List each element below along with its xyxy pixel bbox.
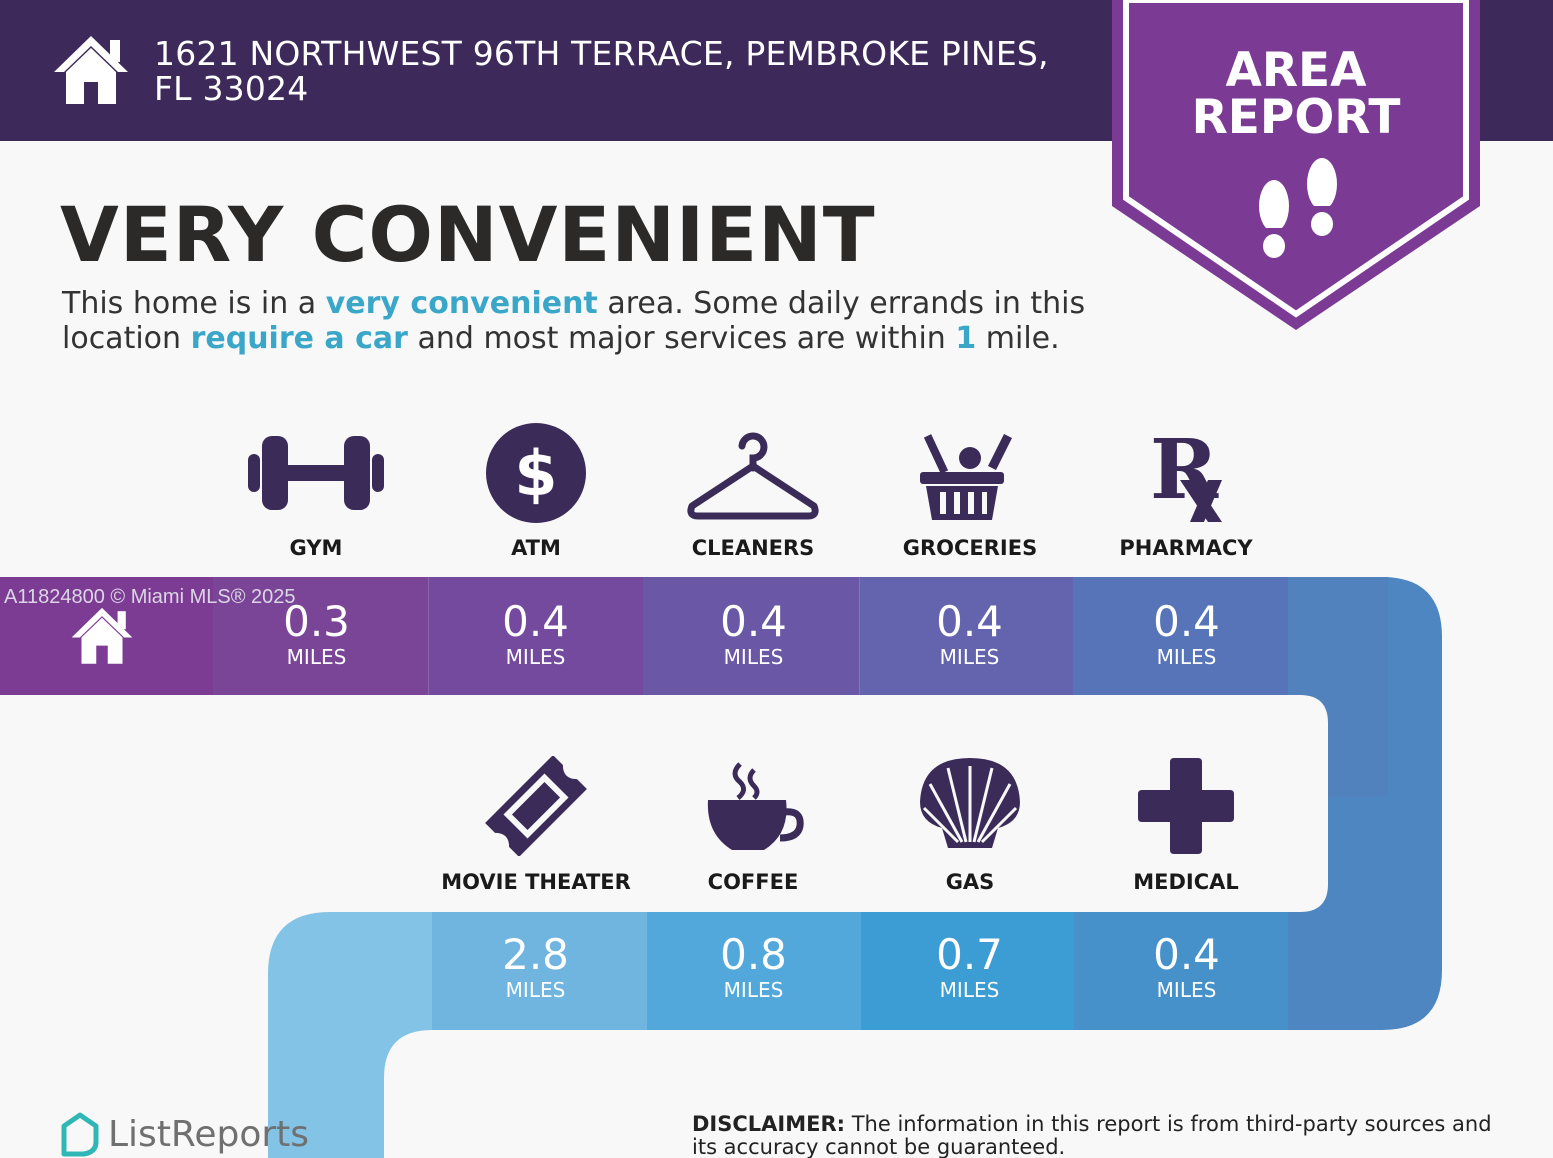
footprints-icon	[1256, 158, 1340, 258]
gas-distance: 0.7	[936, 930, 1003, 979]
listreports-logo-icon	[61, 1112, 99, 1157]
cross-icon	[1138, 758, 1234, 854]
groceries-distance: 0.4	[936, 597, 1003, 646]
atm-unit: MILES	[505, 645, 566, 669]
movie-theater-label: MOVIE THEATER	[441, 870, 631, 894]
groceries-segment	[859, 577, 1073, 695]
coffee-distance: 0.8	[720, 930, 787, 979]
gas-unit: MILES	[939, 978, 1000, 1002]
shell-icon	[920, 758, 1020, 848]
coffee-icon	[707, 762, 804, 850]
atm-distance: 0.4	[502, 597, 569, 646]
atm-label: ATM	[511, 536, 561, 560]
gas-segment	[861, 912, 1074, 1030]
hanger-icon	[687, 432, 819, 520]
coffee-label: COFFEE	[707, 870, 799, 894]
badge-title-area: AREA	[1225, 43, 1367, 98]
disclaimer-text: DISCLAIMER: The information in this repo…	[692, 1112, 1492, 1158]
svg-text:$: $	[514, 437, 557, 510]
gym-distance: 0.3	[283, 597, 350, 646]
property-address: 1621 NORTHWEST 96TH TERRACE, PEMBROKE PI…	[154, 34, 1049, 108]
medical-distance: 0.4	[1153, 930, 1220, 979]
pharmacy-unit: MILES	[1156, 645, 1217, 669]
groceries-unit: MILES	[939, 645, 1000, 669]
ticket-icon	[485, 756, 587, 856]
area-report-badge	[1112, 0, 1480, 330]
movie-theater-distance: 2.8	[502, 930, 569, 979]
gym-label: GYM	[289, 536, 343, 560]
house-icon	[54, 36, 128, 104]
mls-watermark: A11824800 © Miami MLS® 2025	[4, 586, 296, 608]
basket-icon	[920, 434, 1012, 520]
medical-unit: MILES	[1156, 978, 1217, 1002]
cleaners-label: CLEANERS	[691, 536, 815, 560]
summary-text: This home is in a very convenient area. …	[62, 286, 1086, 356]
gym-segment	[213, 577, 428, 695]
pharmacy-distance: 0.4	[1153, 597, 1220, 646]
rx-icon: R	[1150, 426, 1222, 522]
coffee-segment	[647, 912, 861, 1030]
cleaners-distance: 0.4	[720, 597, 787, 646]
page-title: VERY CONVENIENT	[60, 190, 876, 279]
coffee-unit: MILES	[723, 978, 784, 1002]
groceries-label: GROCERIES	[902, 536, 1038, 560]
medical-label: MEDICAL	[1133, 870, 1239, 894]
brand-name: ListReports	[108, 1114, 310, 1155]
atm-segment	[428, 577, 643, 695]
pharmacy-segment	[1073, 577, 1288, 695]
movie-theater-segment	[432, 912, 647, 1030]
gym-unit: MILES	[286, 645, 347, 669]
dollar-icon: $	[486, 423, 586, 523]
cleaners-segment	[643, 577, 859, 695]
dumbbell-icon	[248, 436, 384, 510]
gas-label: GAS	[945, 870, 995, 894]
medical-segment	[1074, 912, 1288, 1030]
pharmacy-label: PHARMACY	[1119, 536, 1253, 560]
movie-theater-unit: MILES	[505, 978, 566, 1002]
cleaners-unit: MILES	[723, 645, 784, 669]
badge-title-report: REPORT	[1191, 90, 1401, 145]
home-start-icon	[71, 607, 133, 664]
